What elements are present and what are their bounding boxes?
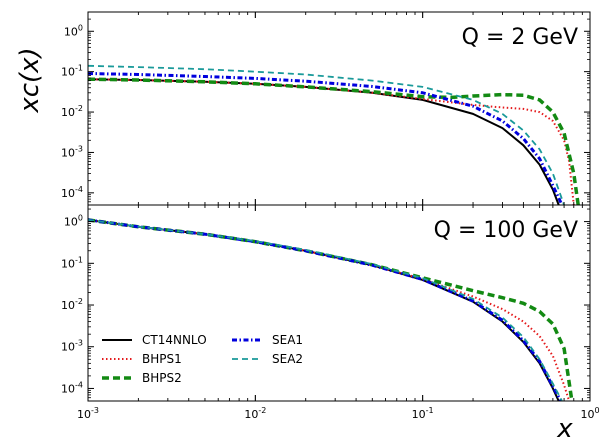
panel-top: 100 10-1 10-2 10-3 10-4 Q = 2 GeV <box>61 11 591 206</box>
x-tick-label: 100 <box>580 406 599 421</box>
panel-bottom: 100 10-1 10-2 10-3 10-4 Q = 100 GeV <box>61 204 591 402</box>
x-tick-label: 10-1 <box>412 406 434 421</box>
panel-bottom-frame <box>87 204 591 402</box>
legend-label-ct14nnlo: CT14NNLO <box>142 333 207 347</box>
series-bhps2-top <box>88 77 580 205</box>
y-tick-label-bottom: 10-3 <box>61 339 83 354</box>
x-axis-ticks: 10-3 10-2 10-1 100 <box>77 406 600 421</box>
x-axis-label: x <box>556 414 573 439</box>
y-tick-label-top: 10-2 <box>61 104 83 119</box>
series-sea1-top <box>88 72 564 205</box>
y-tick-label-top: 10-3 <box>61 144 83 159</box>
legend-label-bhps1: BHPS1 <box>142 352 182 366</box>
y-axis-label: xc(x) <box>15 47 45 113</box>
legend-label-sea2: SEA2 <box>272 352 303 366</box>
x-tick-label: 10-3 <box>77 406 99 421</box>
panel-top-annotation: Q = 2 GeV <box>462 25 578 50</box>
series-sea2-bottom <box>88 219 563 401</box>
panel-bottom-annotation: Q = 100 GeV <box>434 218 578 243</box>
y-tick-label-bottom: 10-4 <box>61 380 83 395</box>
legend-label-bhps2: BHPS2 <box>142 371 182 385</box>
y-tick-label-top: 100 <box>64 23 83 38</box>
y-tick-label-bottom: 100 <box>64 214 83 229</box>
series-ct14nnlo-top <box>88 78 560 205</box>
series-sea1-bottom <box>88 218 563 401</box>
series-sea2-top <box>88 64 565 205</box>
y-tick-label-bottom: 10-2 <box>61 297 83 312</box>
x-tick-label: 10-2 <box>244 406 266 421</box>
y-tick-label-top: 10-1 <box>61 64 83 79</box>
series-bhps2-bottom <box>88 218 574 401</box>
y-tick-label-top: 10-4 <box>61 185 83 200</box>
series-bhps1-top <box>88 78 575 205</box>
legend-label-sea1: SEA1 <box>272 333 303 347</box>
y-tick-label-bottom: 10-1 <box>61 255 83 270</box>
legend: CT14NNLO BHPS1 BHPS2 SEA1 SEA2 <box>102 333 303 385</box>
